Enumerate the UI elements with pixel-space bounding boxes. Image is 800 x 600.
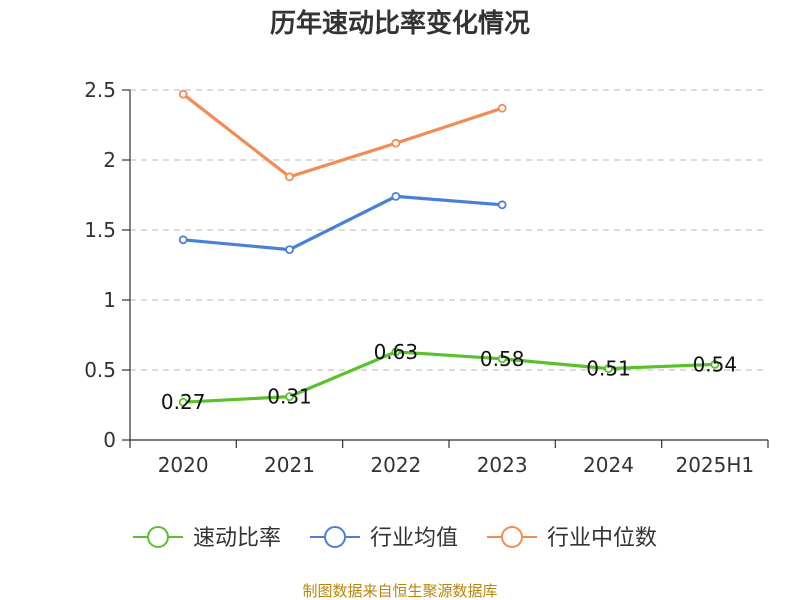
data-point	[391, 138, 401, 148]
data-point	[391, 347, 401, 357]
data-point	[604, 364, 613, 374]
y-tick-label: 0.5	[84, 358, 116, 382]
x-tick-label: 2021	[264, 453, 315, 477]
label-layer: 0.27 0.31 0.63 0.58 0.51 0.54	[161, 340, 737, 414]
data-label: 0.58	[480, 347, 525, 371]
legend: 速动比率 行业均值 行业中位数	[133, 526, 657, 551]
data-point	[710, 359, 720, 369]
x-tick-label: 2020	[158, 453, 209, 477]
legend-label: 速动比率	[193, 526, 281, 551]
data-point	[497, 354, 507, 364]
grid-layer	[130, 89, 768, 371]
data-label: 0.51	[586, 357, 631, 381]
legend-label: 行业中位数	[547, 526, 657, 551]
data-label: 0.54	[693, 352, 738, 376]
data-point	[285, 172, 294, 182]
data-point	[285, 245, 294, 255]
data-point	[178, 235, 188, 245]
legend-marker	[147, 526, 169, 548]
series-layer	[178, 89, 720, 407]
data-point	[178, 89, 188, 99]
legend-label: 行业均值	[370, 526, 458, 551]
series-line-2	[182, 92, 503, 179]
y-tick-label: 2.5	[84, 78, 116, 102]
source-note: 制图数据来自恒生聚源数据库	[302, 582, 497, 600]
data-point	[391, 191, 401, 201]
y-tick-label: 0	[103, 428, 116, 452]
legend-marker	[324, 526, 346, 548]
y-tick-label: 1.5	[84, 218, 116, 242]
y-tick-label: 2	[103, 148, 116, 172]
data-point	[178, 397, 188, 407]
data-point	[497, 200, 507, 210]
data-point	[285, 392, 294, 402]
data-label: 0.63	[374, 340, 419, 364]
data-label: 0.27	[161, 390, 206, 414]
series-line-1	[183, 194, 503, 252]
x-tick-label: 2023	[477, 453, 528, 477]
series-line-0	[183, 350, 715, 404]
x-tick-label: 2024	[583, 453, 634, 477]
y-tick-label: 1	[103, 288, 116, 312]
data-point	[497, 103, 507, 113]
legend-marker	[501, 526, 523, 548]
data-label: 0.31	[267, 385, 312, 409]
chart-title: 历年速动比率变化情况	[270, 8, 530, 39]
x-tick-label: 2022	[370, 453, 421, 477]
x-tick-label: 2025H1	[675, 453, 754, 477]
